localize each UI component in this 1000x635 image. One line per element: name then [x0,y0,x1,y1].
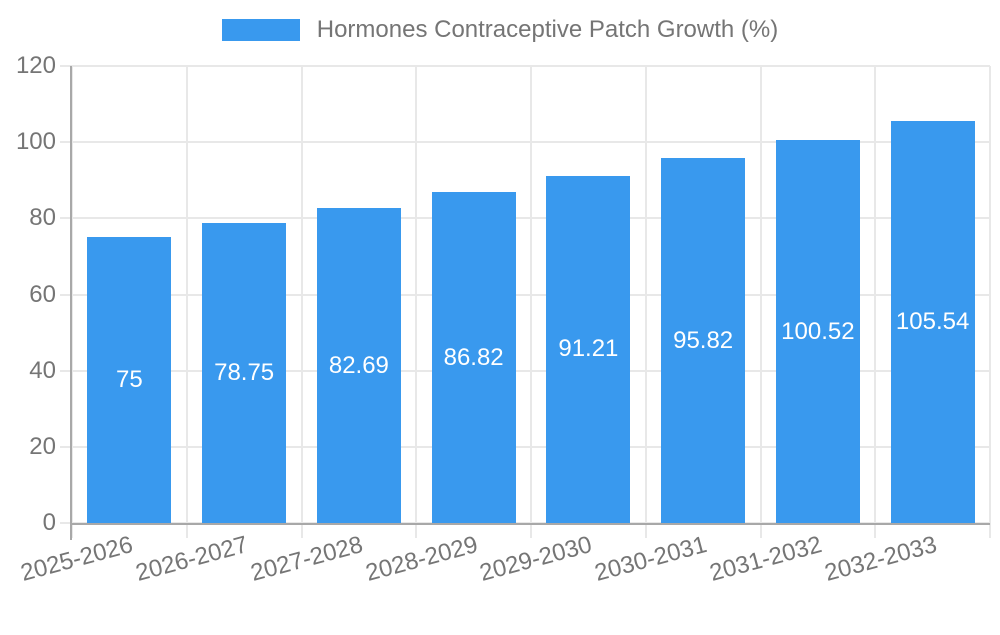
gridline-vertical [185,66,188,538]
bar[interactable] [431,192,516,523]
y-axis-tick-label: 80 [29,204,56,232]
gridline-vertical [530,66,532,538]
bar-value-label: 78.75 [214,359,275,387]
bar-value-label: 100.52 [781,317,855,345]
bar-value-label: 82.69 [328,351,389,379]
bar-value-label: 75 [116,366,143,394]
legend-item[interactable]: Hormones Contraceptive Patch Growth (%) [221,16,779,43]
gridline-vertical [300,66,303,538]
gridline-vertical [874,66,877,538]
chart-legend: Hormones Contraceptive Patch Growth (%) [0,17,1000,43]
y-axis-tick-label: 40 [29,356,56,384]
gridline-horizontal [60,293,990,296]
y-axis-tick-label: 100 [15,128,56,156]
y-axis-tick-label: 0 [42,509,56,536]
gridline-vertical [759,66,762,538]
bar[interactable] [316,208,401,523]
x-axis-line [70,523,990,525]
gridline-horizontal [60,141,990,144]
bar-value-label: 86.82 [443,343,504,371]
bar[interactable] [661,158,746,523]
gridline-horizontal [60,445,990,448]
y-axis-tick-label: 20 [29,432,56,460]
y-axis-tick-label: 120 [15,52,56,79]
bar-value-label: 105.54 [895,308,970,336]
bar-chart: Hormones Contraceptive Patch Growth (%) … [0,16,1000,587]
legend-label: Hormones Contraceptive Patch Growth (%) [316,16,779,43]
legend-swatch [221,19,300,41]
gridline-vertical [989,66,991,538]
gridline-vertical [71,66,73,538]
gridline-vertical [644,66,647,538]
y-axis-tick-label: 60 [29,280,56,308]
bar[interactable] [202,223,287,523]
gridline-horizontal [60,217,990,220]
gridline-vertical [415,66,418,538]
y-axis-line [70,66,72,540]
bar[interactable] [87,237,172,523]
gridline-horizontal [60,65,990,67]
gridline-horizontal [60,369,990,372]
bar-value-label: 91.21 [558,335,619,363]
bar[interactable] [546,175,631,523]
bar-value-label: 95.82 [673,326,734,354]
bar[interactable] [890,121,975,523]
bar[interactable] [775,140,860,523]
